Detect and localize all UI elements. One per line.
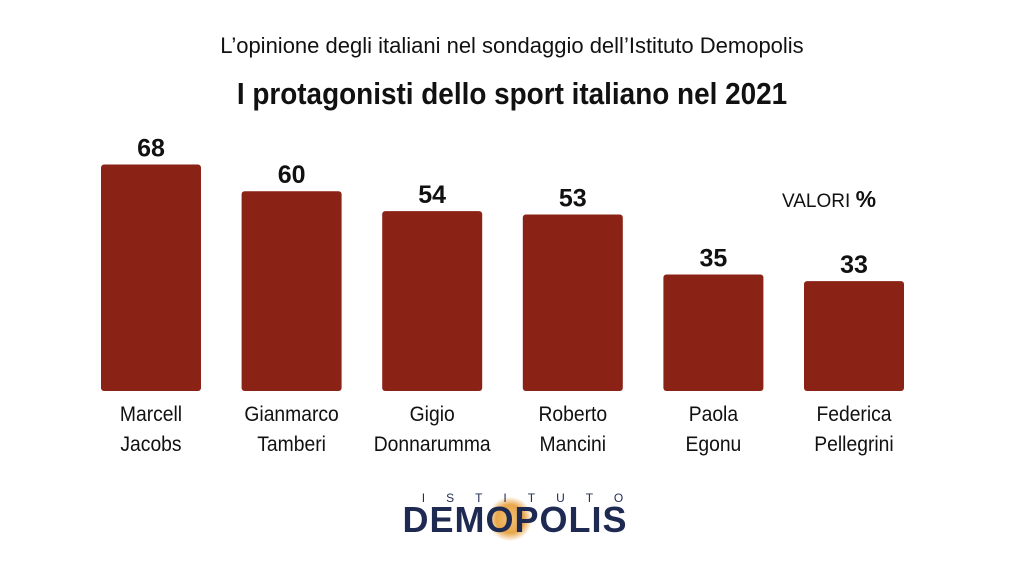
chart-subtitle: L’opinione degli italiani nel sondaggio … (220, 33, 804, 58)
category-label-2-line-0: Gigio (410, 403, 455, 426)
logo-top-text: ISTITUTO (421, 491, 645, 505)
category-label-4-line-0: Paola (689, 403, 739, 426)
category-label-3-line-0: Roberto (538, 403, 607, 426)
value-label-2: 54 (418, 181, 446, 209)
units-text: VALORI (782, 191, 851, 212)
value-label-1: 60 (278, 161, 306, 189)
bar-1 (241, 191, 342, 391)
units-label: VALORI % (782, 186, 876, 213)
bar-0 (101, 164, 201, 391)
bar-4 (663, 274, 764, 391)
category-label-2-line-1: Donnarumma (374, 433, 492, 456)
value-label-5: 33 (840, 251, 868, 279)
value-label-0: 68 (137, 135, 165, 163)
category-label-5-line-1: Pellegrini (814, 433, 893, 456)
bar-5 (804, 281, 904, 391)
bar-2 (382, 211, 483, 391)
value-label-3: 53 (559, 185, 587, 213)
units-symbol: % (855, 186, 877, 212)
category-label-5-line-0: Federica (816, 403, 892, 426)
chart-title: I protagonisti dello sport italiano nel … (236, 76, 788, 111)
value-label-4: 35 (699, 244, 727, 272)
category-label-4-line-1: Egonu (685, 433, 741, 456)
category-label-0-line-0: Marcell (120, 403, 182, 426)
category-label-0-line-1: Jacobs (120, 433, 181, 456)
category-label-1-line-1: Tamberi (257, 433, 326, 456)
category-label-1-line-0: Gianmarco (244, 403, 338, 426)
bar-3 (522, 214, 623, 391)
demopolis-logo: ISTITUTO DEMOPOLIS (380, 491, 650, 543)
category-label-3-line-1: Mancini (540, 433, 607, 456)
logo-main-text: DEMOPOLIS (402, 499, 628, 540)
logo-glow (488, 497, 532, 541)
